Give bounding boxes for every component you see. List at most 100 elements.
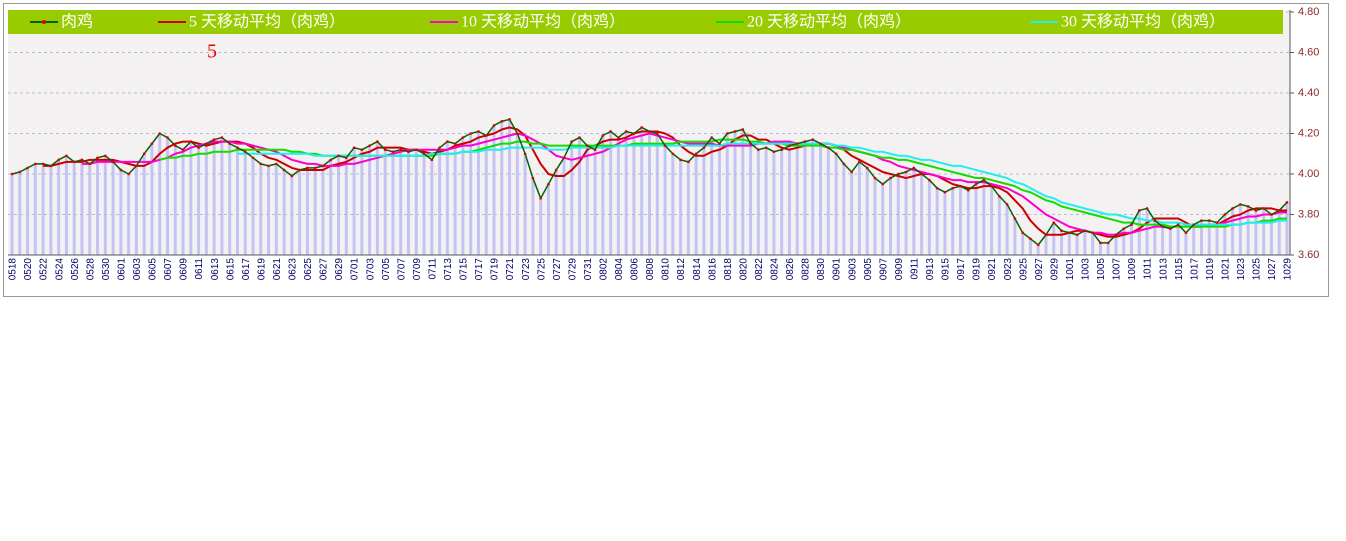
bar: [1199, 220, 1203, 255]
legend-label: 5 天移动平均（肉鸡）: [189, 13, 345, 31]
bar: [344, 157, 348, 255]
point: [1239, 203, 1242, 206]
bar: [616, 137, 620, 255]
bar: [1098, 242, 1102, 255]
bar: [329, 159, 333, 255]
x-tick-label: 0526: [70, 258, 81, 281]
point: [1215, 221, 1219, 224]
bar: [1277, 210, 1281, 255]
point: [1075, 233, 1079, 237]
bar: [360, 149, 364, 255]
point: [337, 154, 340, 158]
x-tick-label: 0725: [536, 258, 547, 281]
x-tick-label: 0727: [552, 258, 563, 281]
point: [1200, 219, 1203, 222]
point: [935, 186, 939, 190]
point: [640, 126, 644, 129]
point: [788, 144, 791, 147]
x-tick-label: 0613: [210, 258, 221, 281]
bar: [313, 167, 317, 255]
bar: [974, 184, 978, 255]
y-tick-label: 3.80: [1298, 208, 1319, 220]
y-tick-label: 4.00: [1298, 168, 1319, 180]
x-tick-label: 1025: [1252, 258, 1263, 281]
x-tick-label: 0621: [272, 258, 283, 281]
point: [1029, 237, 1032, 241]
bar: [570, 141, 574, 255]
point: [1223, 213, 1227, 216]
point: [1262, 207, 1265, 210]
point: [702, 146, 706, 149]
legend-label: 30 天移动平均（肉鸡）: [1061, 13, 1225, 31]
point: [757, 148, 760, 151]
point: [142, 152, 146, 156]
point: [492, 124, 496, 127]
x-tick-label: 1027: [1267, 258, 1278, 281]
bar: [445, 141, 449, 255]
point: [290, 174, 294, 178]
bar: [850, 171, 854, 255]
bar: [671, 153, 675, 255]
point: [1270, 213, 1273, 216]
point: [982, 178, 986, 182]
bar: [220, 137, 224, 255]
bar: [41, 163, 45, 255]
x-tick-label: 0627: [319, 258, 330, 281]
point: [391, 150, 395, 154]
point: [88, 162, 92, 166]
x-tick-label: 1001: [1065, 258, 1076, 281]
bar: [1005, 204, 1009, 255]
bar: [702, 147, 706, 255]
bar: [204, 143, 208, 255]
point: [873, 176, 877, 180]
point: [655, 132, 659, 135]
x-tick-label: 0619: [256, 258, 267, 281]
bar: [811, 139, 815, 255]
bar: [539, 198, 543, 255]
x-tick-label: 0915: [941, 258, 952, 281]
bar: [352, 147, 356, 255]
point: [1277, 209, 1281, 212]
bar: [686, 161, 690, 255]
x-tick-label: 0911: [909, 258, 920, 280]
point: [959, 184, 962, 188]
point: [562, 156, 566, 160]
point: [329, 158, 333, 162]
bar: [150, 143, 154, 255]
legend-label: 10 天移动平均（肉鸡）: [461, 13, 625, 31]
point: [119, 168, 123, 172]
bar: [927, 180, 931, 255]
bar: [1176, 224, 1180, 255]
x-tick-label: 0721: [505, 258, 516, 281]
bar: [305, 167, 309, 255]
point: [601, 134, 605, 137]
legend-label: 肉鸡: [61, 13, 93, 31]
point: [1153, 219, 1157, 222]
y-tick-label: 4.80: [1298, 6, 1319, 18]
bar: [1021, 232, 1025, 255]
bar: [18, 171, 22, 255]
point: [298, 168, 301, 172]
bar: [523, 153, 527, 255]
x-tick-label: 0611: [194, 258, 205, 280]
axes: 3.60 3.80 4.00 4.20 4.40 4.60 4.80 0518 0520 0522…: [8, 6, 1320, 280]
bar: [966, 190, 970, 255]
bar: [267, 165, 271, 255]
bar: [912, 167, 916, 255]
legend-marker: [42, 20, 46, 24]
point: [508, 118, 511, 121]
bar: [33, 163, 37, 255]
x-tick-label: 0806: [630, 258, 641, 281]
x-tick-label: 0603: [132, 258, 143, 281]
bar: [725, 133, 729, 255]
point: [173, 144, 177, 147]
bar: [997, 196, 1001, 255]
point: [718, 142, 721, 145]
bar: [772, 151, 776, 255]
point: [889, 176, 892, 180]
bar: [982, 180, 986, 255]
point: [1106, 241, 1110, 245]
point: [166, 136, 169, 139]
point: [1091, 231, 1094, 235]
point: [127, 172, 130, 176]
